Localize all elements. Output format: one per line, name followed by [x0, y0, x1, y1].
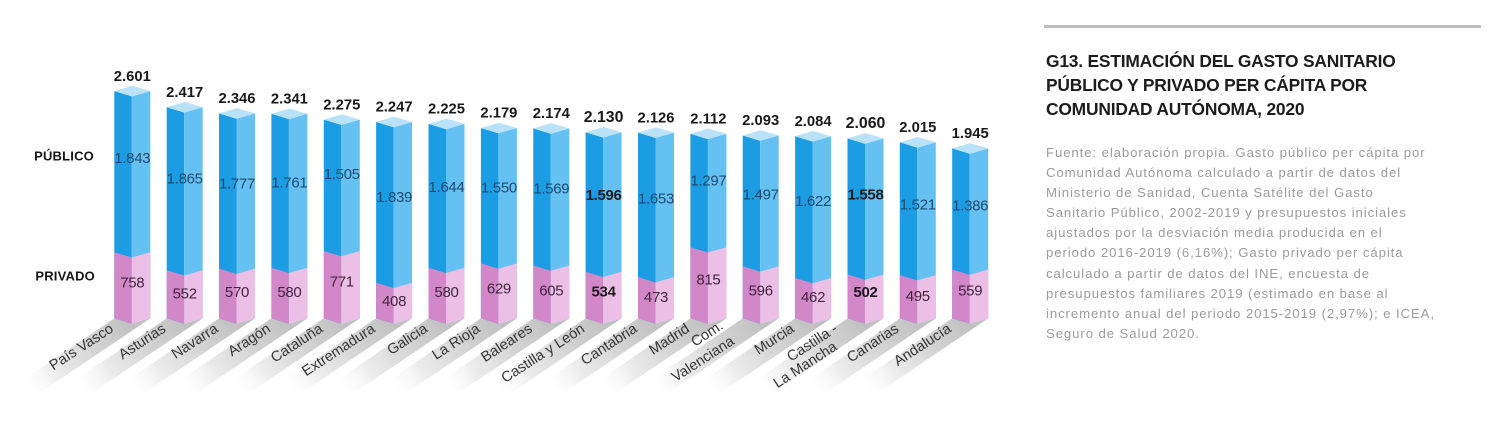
svg-text:1.569: 1.569 [533, 181, 569, 198]
svg-text:534: 534 [592, 283, 617, 300]
svg-text:2.601: 2.601 [114, 69, 151, 85]
svg-text:2.179: 2.179 [480, 106, 517, 122]
svg-text:PÚBLICO: PÚBLICO [34, 149, 94, 164]
svg-text:1.386: 1.386 [952, 197, 988, 214]
svg-text:580: 580 [277, 284, 301, 301]
svg-text:2.225: 2.225 [428, 102, 465, 118]
svg-text:605: 605 [539, 283, 563, 300]
svg-text:2.130: 2.130 [584, 109, 624, 126]
svg-text:1.653: 1.653 [638, 190, 674, 207]
svg-text:1.505: 1.505 [324, 166, 360, 183]
svg-text:559: 559 [958, 282, 982, 299]
svg-text:1.622: 1.622 [795, 193, 831, 210]
svg-text:502: 502 [853, 284, 877, 301]
svg-text:1.558: 1.558 [847, 186, 883, 203]
svg-text:462: 462 [801, 289, 825, 306]
svg-text:2.275: 2.275 [323, 97, 360, 113]
svg-text:2.084: 2.084 [795, 114, 833, 130]
svg-text:2.174: 2.174 [533, 106, 571, 122]
svg-text:570: 570 [225, 284, 249, 301]
svg-text:1.550: 1.550 [481, 179, 517, 196]
svg-text:2.112: 2.112 [690, 112, 726, 128]
svg-text:408: 408 [382, 293, 406, 310]
svg-text:2.341: 2.341 [271, 92, 308, 108]
svg-text:2.417: 2.417 [166, 85, 203, 101]
svg-text:1.297: 1.297 [690, 173, 726, 190]
svg-text:1.644: 1.644 [428, 179, 464, 196]
svg-text:629: 629 [487, 281, 511, 298]
svg-text:580: 580 [434, 284, 458, 301]
svg-text:1.777: 1.777 [219, 175, 255, 192]
svg-text:1.761: 1.761 [271, 174, 307, 191]
svg-text:PRIVADO: PRIVADO [35, 269, 95, 284]
svg-text:815: 815 [696, 271, 720, 288]
svg-text:2.346: 2.346 [218, 91, 255, 107]
svg-text:2.247: 2.247 [376, 100, 413, 116]
svg-text:1.497: 1.497 [743, 186, 779, 203]
svg-text:596: 596 [749, 282, 773, 299]
svg-text:2.126: 2.126 [637, 110, 674, 126]
svg-text:771: 771 [330, 273, 354, 290]
svg-text:2.093: 2.093 [742, 113, 779, 129]
svg-text:2.060: 2.060 [846, 115, 886, 132]
svg-text:1.945: 1.945 [952, 126, 989, 142]
svg-text:1.865: 1.865 [167, 170, 203, 187]
svg-text:1.521: 1.521 [900, 197, 936, 214]
svg-text:552: 552 [173, 285, 197, 302]
svg-text:473: 473 [644, 289, 668, 306]
svg-text:1.596: 1.596 [586, 187, 622, 204]
svg-text:758: 758 [120, 275, 144, 292]
svg-text:1.839: 1.839 [376, 189, 412, 206]
svg-text:1.843: 1.843 [114, 150, 150, 167]
svg-text:495: 495 [906, 288, 930, 305]
svg-text:2.015: 2.015 [899, 120, 936, 136]
